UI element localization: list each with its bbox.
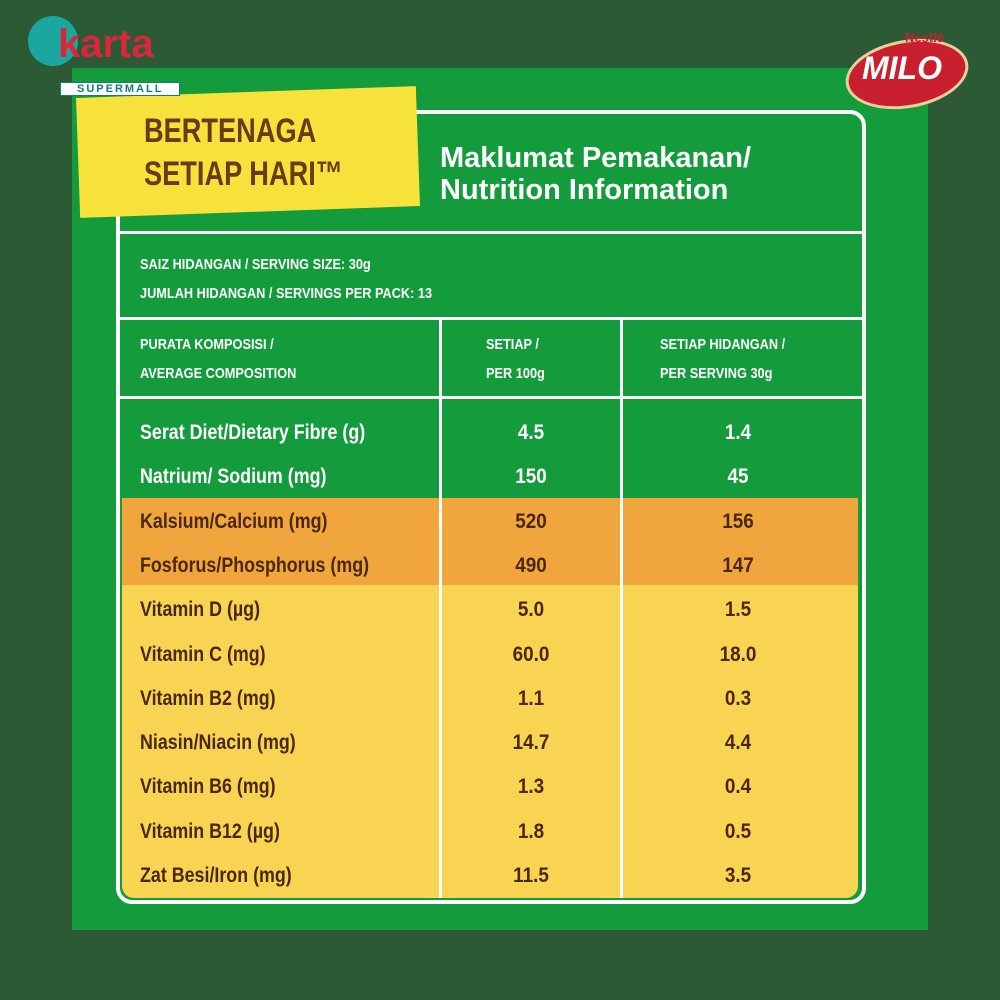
brand-name: MILO bbox=[862, 50, 942, 86]
per-100g: 4.5 bbox=[517, 421, 545, 444]
column-header: SETIAP / bbox=[486, 336, 539, 353]
title: Nutrition Information bbox=[440, 174, 729, 206]
table-frame bbox=[116, 110, 866, 904]
row-label: Zat Besi/Iron (mg) bbox=[140, 864, 292, 887]
yellow-band bbox=[122, 585, 858, 898]
column-header: SETIAP HIDANGAN / bbox=[660, 336, 786, 353]
row-label: Vitamin D (µg) bbox=[140, 598, 261, 622]
per-serving: 3.5 bbox=[724, 864, 752, 887]
divider bbox=[120, 396, 862, 399]
row-label: Kalsium/Calcium (mg) bbox=[140, 509, 328, 533]
per-serving: 156 bbox=[722, 509, 754, 533]
per-serving: 147 bbox=[722, 553, 754, 577]
per-100g: 14.7 bbox=[512, 731, 550, 755]
per-100g: 5.0 bbox=[517, 598, 545, 622]
per-100g: 1.3 bbox=[517, 775, 545, 799]
row-label: Vitamin B6 (mg) bbox=[140, 775, 276, 799]
per-100g: 490 bbox=[515, 553, 547, 577]
per-serving: 18.0 bbox=[719, 642, 757, 666]
column-header: PER SERVING 30g bbox=[660, 365, 773, 382]
column-header: PURATA KOMPOSISI / bbox=[140, 336, 274, 353]
banner-text: BERTENAGA bbox=[144, 112, 317, 150]
per-serving: 0.3 bbox=[724, 686, 752, 710]
banner bbox=[76, 86, 420, 218]
row-label: Natrium/ Sodium (mg) bbox=[140, 465, 327, 489]
per-100g: 11.5 bbox=[513, 864, 549, 887]
store-tagline: SUPERMALL bbox=[60, 82, 181, 96]
column-line bbox=[620, 320, 623, 898]
row-label: Serat Diet/Dietary Fibre (g) bbox=[140, 421, 366, 444]
store-logo: karta bbox=[58, 22, 154, 66]
row-label: Vitamin C (mg) bbox=[140, 642, 266, 666]
per-serving: 0.5 bbox=[724, 819, 752, 843]
banner-text: SETIAP HARI™ bbox=[144, 155, 343, 193]
servings-per-pack: JUMLAH HIDANGAN / SERVINGS PER PACK: 13 bbox=[140, 285, 433, 302]
per-serving: 1.4 bbox=[724, 421, 752, 444]
per-serving: 1.5 bbox=[724, 598, 752, 622]
per-serving: 4.4 bbox=[724, 731, 752, 755]
brand-maker: Nestlé bbox=[905, 30, 945, 45]
divider bbox=[120, 231, 862, 234]
per-100g: 1.1 bbox=[517, 686, 545, 710]
column-line bbox=[439, 320, 442, 898]
title: Maklumat Pemakanan/ bbox=[440, 142, 752, 174]
row-label: Vitamin B12 (µg) bbox=[140, 819, 280, 843]
orange-band bbox=[122, 498, 858, 585]
per-100g: 1.8 bbox=[517, 819, 545, 843]
serving-size: SAIZ HIDANGAN / SERVING SIZE: 30g bbox=[140, 256, 371, 273]
per-100g: 520 bbox=[515, 509, 547, 533]
per-100g: 150 bbox=[515, 465, 547, 489]
divider bbox=[120, 317, 862, 320]
store-logo-icon bbox=[28, 16, 78, 66]
column-header: PER 100g bbox=[486, 365, 545, 382]
column-header: AVERAGE COMPOSITION bbox=[140, 365, 297, 382]
row-label: Niasin/Niacin (mg) bbox=[140, 731, 296, 755]
row-label: Fosforus/Phosphorus (mg) bbox=[140, 553, 370, 577]
row-label: Vitamin B2 (mg) bbox=[140, 686, 276, 710]
per-100g: 60.0 bbox=[512, 642, 550, 666]
per-serving: 45 bbox=[727, 465, 749, 489]
per-serving: 0.4 bbox=[724, 775, 752, 799]
